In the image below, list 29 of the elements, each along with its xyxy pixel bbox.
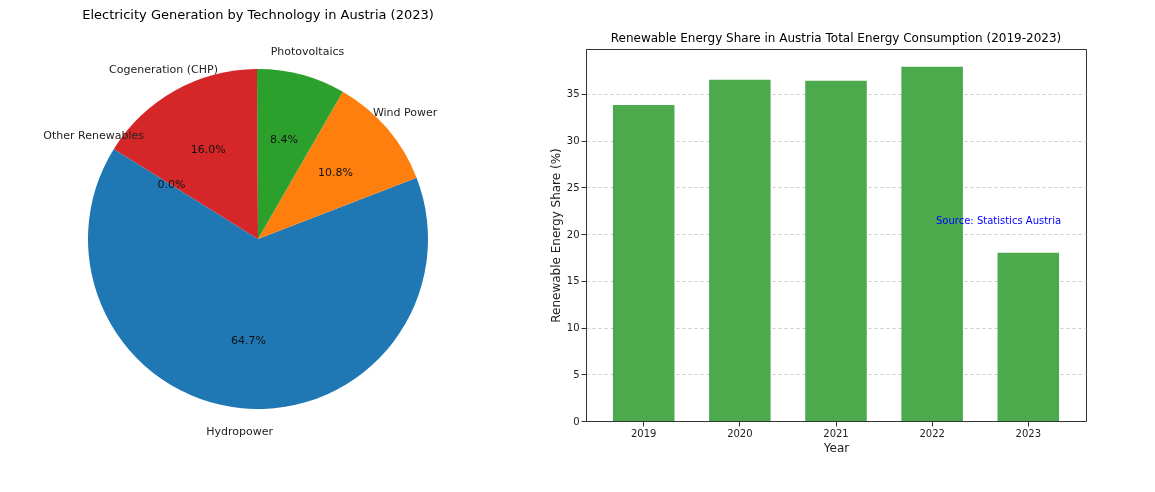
bar [612, 105, 675, 421]
bar [709, 79, 771, 421]
y-tick-label: 25 [566, 181, 580, 193]
x-tick-label: 2020 [727, 427, 753, 439]
slice-label: Wind Power [372, 105, 438, 119]
x-tick-label: 2021 [823, 427, 849, 439]
bar [997, 252, 1060, 421]
data-label: 64.7% [230, 333, 266, 347]
y-tick-label: 0 [573, 415, 580, 427]
chart-title: Electricity Generation by Technology in Austria (2023) [82, 6, 434, 22]
chart-title: Renewable Energy Share in Austria Total Energy Consumption (2019-2023) [610, 31, 1062, 45]
y-tick-label: 35 [566, 88, 580, 100]
x-tick-label: 2023 [1015, 427, 1042, 439]
x-axis-title: Year [822, 440, 850, 455]
y-axis-title: Renewable Energy Share (%) [548, 148, 563, 323]
y-tick-label: 10 [566, 322, 580, 334]
y-tick-label: 5 [573, 368, 580, 380]
y-tick-label: 15 [566, 275, 580, 287]
data-label: 16.0% [190, 142, 226, 156]
slice-label: Cogeneration (CHP) [109, 62, 218, 76]
bar [805, 80, 867, 421]
slice-label: Hydropower [206, 424, 274, 438]
data-label: 10.8% [317, 165, 353, 179]
x-tick-label: 2022 [919, 427, 945, 439]
y-tick-label: 30 [566, 135, 580, 147]
y-tick-label: 20 [566, 228, 580, 240]
slice-label: Photovoltaics [270, 44, 345, 58]
x-tick-label: 2019 [630, 427, 657, 439]
data-label: 8.4% [270, 133, 299, 147]
